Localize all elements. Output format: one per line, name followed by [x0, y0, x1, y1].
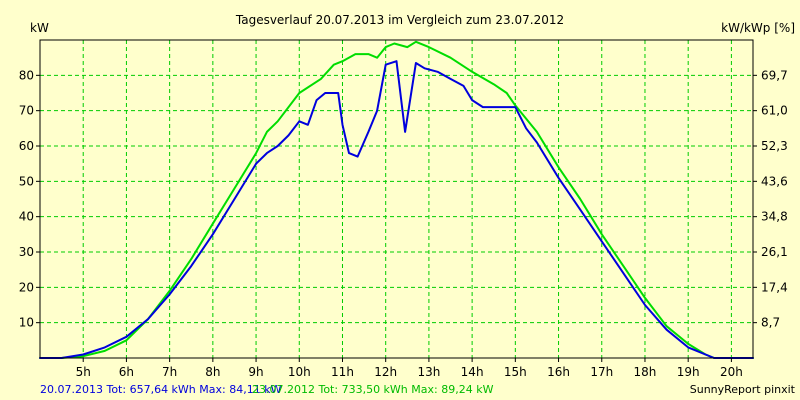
y-tick-label-left: 10 — [19, 316, 34, 330]
y-tick-label-left: 30 — [19, 245, 34, 259]
x-tick-label: 14h — [461, 365, 484, 379]
y-tick-label-left: 40 — [19, 210, 34, 224]
x-tick-label: 10h — [288, 365, 311, 379]
x-tick-label: 5h — [76, 365, 91, 379]
y-tick-label-right: 69,7 — [761, 68, 788, 82]
x-tick-label: 9h — [248, 365, 263, 379]
credit-text: SunnyReport pinxit — [690, 383, 796, 396]
x-tick-label: 12h — [374, 365, 397, 379]
y-tick-label-left: 20 — [19, 280, 34, 294]
x-tick-label: 6h — [119, 365, 134, 379]
plot-frame — [39, 39, 754, 359]
x-tick-label: 19h — [677, 365, 700, 379]
y-tick-label-right: 61,0 — [761, 104, 788, 118]
series-line-1 — [39, 60, 754, 359]
legend-series-2: 23.07.2012 Tot: 733,50 kWh Max: 89,24 kW — [252, 383, 494, 396]
chart-title: Tagesverlauf 20.07.2013 im Vergleich zum… — [235, 13, 564, 27]
y-axis-label-left: kW — [30, 21, 49, 35]
x-tick-label: 8h — [205, 365, 220, 379]
y-axis-right: 8,7 17,4 26,1 34,8 43,6 52,3 61,0 69,7 — [753, 68, 788, 330]
y-tick-label-left: 80 — [19, 68, 34, 82]
y-tick-label-left: 60 — [19, 139, 34, 153]
x-tick-label: 11h — [331, 365, 354, 379]
series-line-2 — [39, 40, 754, 359]
legend-series-1: 20.07.2013 Tot: 657,64 kWh Max: 84,11 kW — [40, 383, 282, 396]
y-tick-label-right: 34,8 — [761, 210, 788, 224]
x-tick-label: 20h — [720, 365, 743, 379]
y-tick-label-right: 17,4 — [761, 280, 788, 294]
series-group — [39, 40, 754, 359]
x-tick-label: 13h — [417, 365, 440, 379]
y-tick-label-left: 50 — [19, 174, 34, 188]
y-axis-left: 10 20 30 40 50 60 70 80 — [19, 68, 40, 330]
x-tick-label: 7h — [162, 365, 177, 379]
y-tick-label-right: 43,6 — [761, 174, 788, 188]
y-tick-label-right: 26,1 — [761, 245, 788, 259]
y-tick-label-right: 8,7 — [761, 316, 780, 330]
y-tick-label-left: 70 — [19, 104, 34, 118]
x-tick-label: 16h — [547, 365, 570, 379]
y-axis-label-right: kW/kWp [%] — [721, 21, 795, 35]
grid — [40, 40, 753, 358]
x-tick-label: 15h — [504, 365, 527, 379]
y-tick-label-right: 52,3 — [761, 139, 788, 153]
x-tick-label: 18h — [634, 365, 657, 379]
x-tick-label: 17h — [590, 365, 613, 379]
x-axis: 5h 6h 7h 8h 9h 10h 11h 12h 13h 14h 15h 16h 17h 18h 19h… — [76, 358, 743, 379]
